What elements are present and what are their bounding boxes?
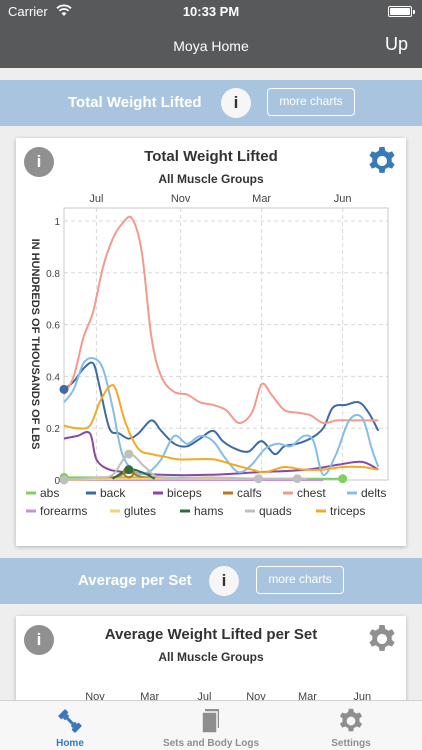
chart-card-average-weight: i Average Weight Lifted per Set All Musc… <box>16 616 406 700</box>
y-axis-label: IN HUNDREDS OF THOUSANDS OF LBS <box>29 239 41 450</box>
x-tick-label: Jun <box>334 193 352 205</box>
gear-icon <box>339 708 363 732</box>
total-weight-line-chart: Jul Nov Mar Jun 0 0.2 0.4 0.6 0.8 1 IN HUNDREDS OF… <box>26 193 389 518</box>
series-marker-quads <box>292 474 302 484</box>
y-tick-label: 0.2 <box>46 424 60 435</box>
series-line-quads <box>63 453 308 481</box>
y-tick-label: 0 <box>54 476 60 487</box>
x-tick-label: Mar <box>252 193 271 205</box>
legend-label: calfs <box>237 486 262 500</box>
series-marker-quads <box>253 474 263 484</box>
legend-item-triceps: triceps <box>316 504 365 518</box>
gear-icon[interactable] <box>366 145 398 177</box>
home-scroll[interactable]: Total Weight Lifted i more charts i Tota… <box>0 68 422 700</box>
chart-info-button[interactable]: i <box>24 147 54 177</box>
series-line-triceps <box>63 383 379 474</box>
pages-icon <box>201 709 219 734</box>
wifi-icon <box>56 4 72 16</box>
legend-item-hams: hams <box>180 504 223 518</box>
x-tick-label: Jul <box>197 691 211 700</box>
legend-item-calfs: calfs <box>223 486 262 500</box>
legend-label: forearms <box>40 504 87 518</box>
legend-item-glutes: glutes <box>110 504 156 518</box>
legend-label: delts <box>361 486 386 500</box>
legend-label: back <box>100 486 126 500</box>
legend-item-back: back <box>86 486 126 500</box>
carrier-label: Carrier <box>8 4 48 19</box>
status-bar: Carrier 10:33 PM <box>0 0 422 24</box>
x-tick-label: Jul <box>89 193 103 205</box>
series-marker-quads <box>124 449 134 459</box>
series-line-biceps <box>63 431 379 477</box>
average-weight-line-chart: Nov Mar Jul Nov Mar Jun <box>85 691 371 700</box>
chart-title: Average Weight Lifted per Set <box>104 626 318 643</box>
legend-label: chest <box>297 486 326 500</box>
series-marker-hams <box>124 465 134 475</box>
y-tick-label: 0.6 <box>46 321 60 332</box>
nav-title: Moya Home <box>173 38 249 54</box>
tab-label: Sets and Body Logs <box>162 738 260 749</box>
chart-card-total-weight: i Total Weight Lifted All Muscle Groups … <box>16 138 406 546</box>
info-button[interactable]: i <box>209 566 239 596</box>
legend-item-forearms: forearms <box>26 504 87 518</box>
chart-info-button[interactable]: i <box>24 625 54 655</box>
plot-frame <box>63 207 389 481</box>
series-marker-quads <box>59 475 69 485</box>
tab-sets-and-body-logs[interactable]: Sets and Body Logs <box>141 701 281 750</box>
y-tick-label: 0.8 <box>46 269 60 280</box>
up-button[interactable]: Up <box>384 34 408 54</box>
legend-item-delts: delts <box>347 486 386 500</box>
y-tick-label: 1 <box>54 217 60 228</box>
legend-item-chest: chest <box>283 486 326 500</box>
series-line-hams <box>112 468 156 480</box>
section-title: Average per Set <box>78 572 192 589</box>
series-marker-back <box>59 384 69 394</box>
x-tick-label: Nov <box>171 193 191 205</box>
series-line-chest <box>63 215 379 425</box>
tab-home[interactable]: Home <box>0 701 140 750</box>
chart-title: Total Weight Lifted <box>144 148 278 165</box>
x-tick-label: Mar <box>140 691 159 700</box>
section-title: Total Weight Lifted <box>68 94 202 111</box>
x-tick-label: Nov <box>85 691 105 700</box>
legend-item-biceps: biceps <box>153 486 202 500</box>
legend-label: abs <box>40 486 59 500</box>
chart-subtitle: All Muscle Groups <box>158 650 264 664</box>
legend-label: triceps <box>330 504 365 518</box>
series-line-delts <box>63 356 380 476</box>
tab-settings[interactable]: Settings <box>281 701 421 750</box>
legend-label: glutes <box>124 504 156 518</box>
legend-label: biceps <box>167 486 202 500</box>
info-button[interactable]: i <box>221 88 251 118</box>
tab-label: Home <box>56 738 84 749</box>
clock: 10:33 PM <box>182 4 240 19</box>
x-tick-label: Jun <box>353 691 371 700</box>
battery-icon <box>388 6 415 17</box>
chart-subtitle: All Muscle Groups <box>158 172 264 186</box>
legend-item-abs: abs <box>26 486 59 500</box>
tab-bar: Home Sets and Body Logs Settings <box>0 700 422 750</box>
tab-label: Settings <box>331 738 371 749</box>
x-tick-label: Mar <box>298 691 317 700</box>
section-total-weight: Total Weight Lifted i more charts <box>0 80 422 126</box>
nav-bar: Moya Home Up <box>0 24 422 68</box>
y-tick-label: 0.4 <box>46 372 60 383</box>
series-marker-abs <box>338 474 348 484</box>
more-charts-button[interactable]: more charts <box>256 566 344 594</box>
section-average-per-set: Average per Set i more charts <box>0 558 422 604</box>
legend-item-quads: quads <box>245 504 292 518</box>
dumbbell-icon <box>58 709 82 733</box>
x-tick-label: Nov <box>246 691 266 700</box>
gear-icon[interactable] <box>366 623 398 655</box>
more-charts-button[interactable]: more charts <box>267 88 355 116</box>
legend-label: hams <box>194 504 223 518</box>
legend-label: quads <box>259 504 292 518</box>
